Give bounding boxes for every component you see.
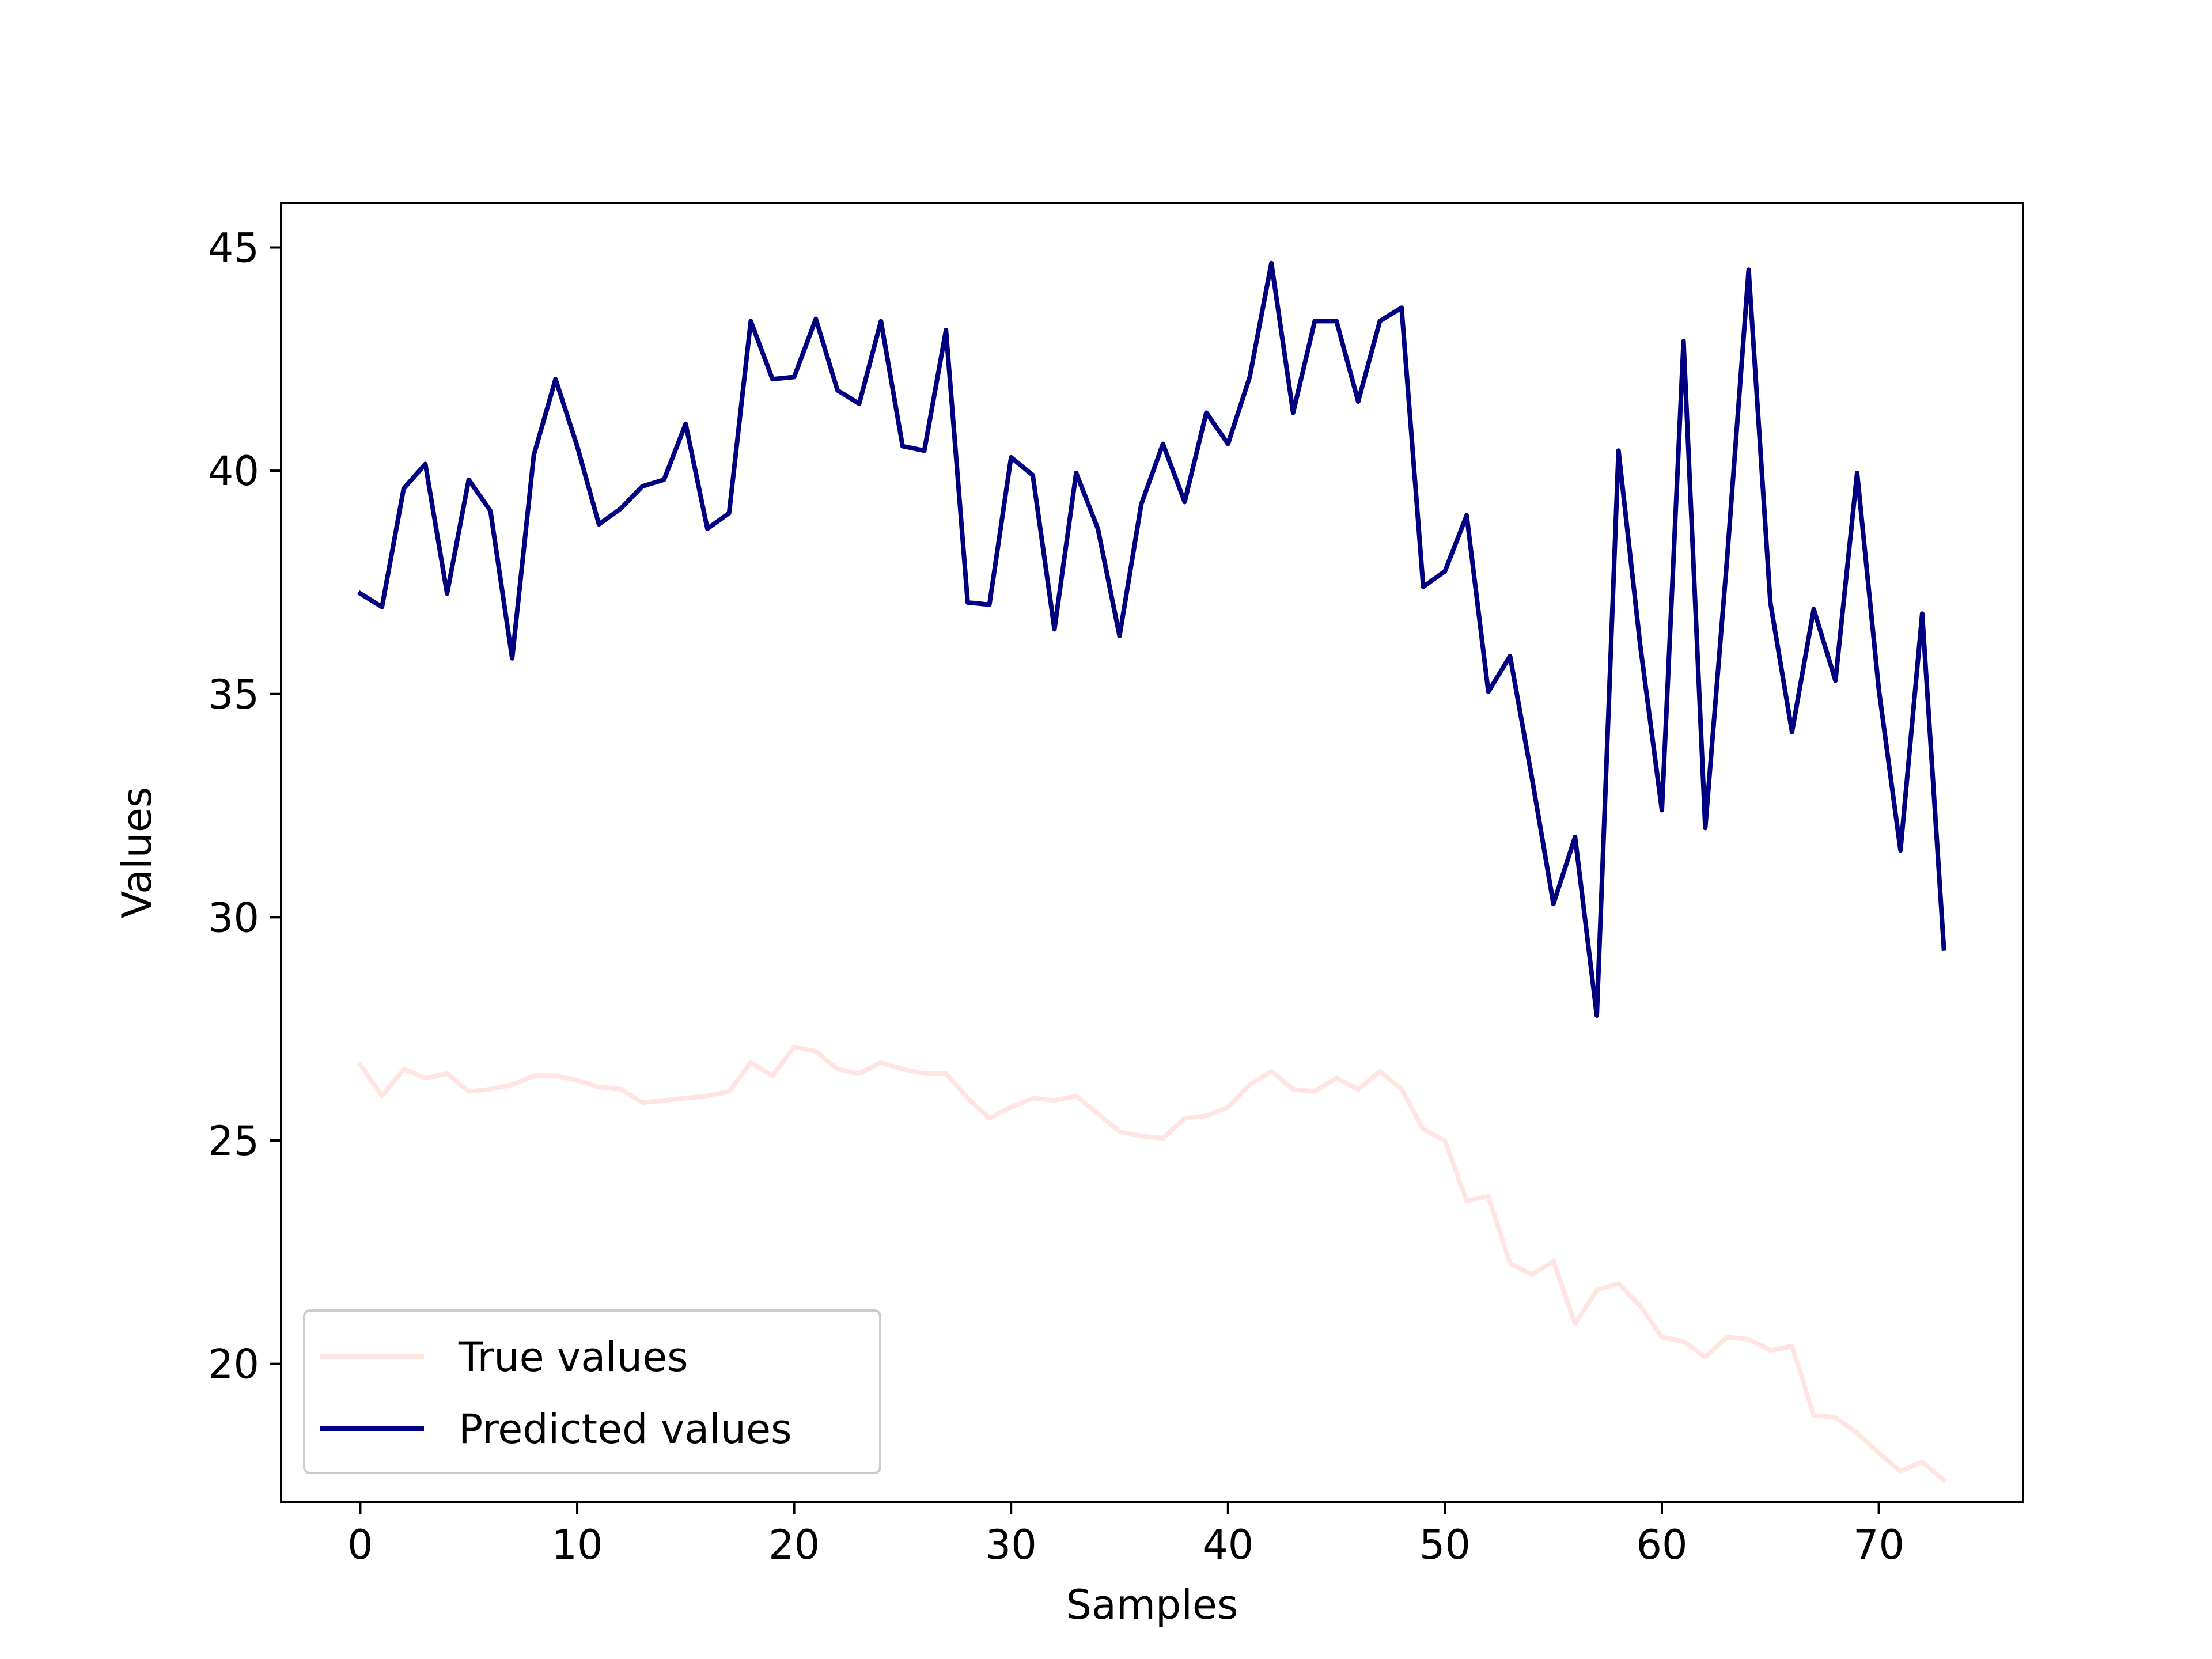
legend: True values Predicted values [303, 1309, 881, 1474]
legend-label-true-values: True values [458, 1334, 688, 1381]
x-tick-label: 40 [1202, 1521, 1253, 1569]
plot-area-frame [280, 202, 2024, 1503]
x-tick-label: 30 [986, 1521, 1037, 1569]
y-axis-label: Values [113, 787, 161, 919]
y-tick-label: 25 [208, 1118, 259, 1165]
x-tick-label: 10 [552, 1521, 603, 1569]
y-tick-label: 20 [208, 1341, 259, 1388]
legend-box [303, 1309, 881, 1474]
y-tick-label: 35 [208, 671, 259, 718]
x-tick-label: 0 [347, 1521, 373, 1569]
x-tick-label: 60 [1636, 1521, 1687, 1569]
y-axis: 20 25 30 35 40 45 [208, 225, 281, 1388]
x-axis-label: Samples [1066, 1581, 1238, 1628]
x-axis: 0 10 20 30 40 50 60 70 [347, 1502, 1904, 1569]
series-layer [357, 260, 1948, 1483]
x-tick-label: 70 [1853, 1521, 1904, 1569]
series-line-true-values [357, 1044, 1948, 1483]
x-tick-label: 50 [1419, 1521, 1471, 1569]
series-line-predicted-values [357, 260, 1946, 1018]
y-tick-label: 45 [208, 225, 259, 272]
x-tick-label: 20 [768, 1521, 820, 1569]
y-tick-label: 40 [208, 448, 259, 495]
y-tick-label: 30 [208, 894, 259, 941]
legend-label-predicted-values: Predicted values [459, 1406, 792, 1453]
